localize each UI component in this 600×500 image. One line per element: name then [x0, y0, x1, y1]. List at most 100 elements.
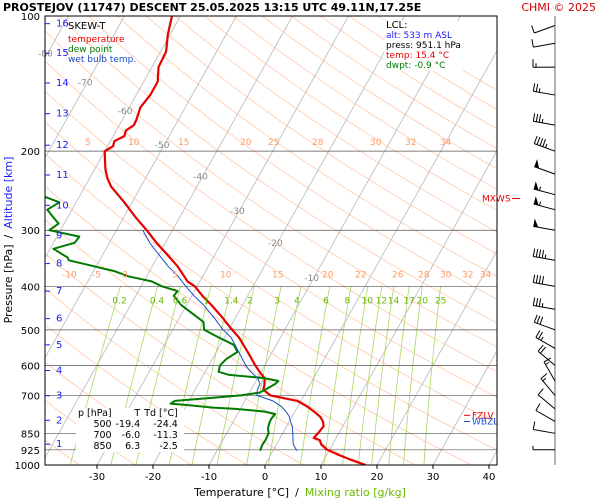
barb-feather: [531, 39, 534, 48]
barb-staff: [533, 90, 556, 96]
barb-feather: [542, 139, 546, 147]
background-lines: [0, 16, 497, 465]
isotherm-label: -80: [38, 50, 53, 60]
isotherm-label: -30: [230, 207, 245, 217]
theta-label: 34: [480, 270, 492, 280]
dry-adiabat-line: [319, 16, 497, 130]
isotherm-line: [264, 49, 497, 465]
table-cell: 700: [93, 430, 112, 441]
mixing-ratio-line: [268, 286, 302, 465]
mixing-ratio-line: [191, 286, 232, 465]
table-header-cell: T: [134, 408, 141, 419]
barb-feather: [532, 83, 536, 92]
altitude-tick-label: 8: [56, 259, 62, 270]
isotherm-line: [45, 16, 125, 159]
isotherm-line: [488, 449, 497, 465]
dry-adiabat-line: [45, 60, 497, 373]
wind-barb: [534, 159, 556, 175]
wind-barbs: [531, 16, 556, 465]
mixing-ratio-line: [371, 286, 395, 465]
barb-staff: [533, 282, 556, 287]
barb-pennant: [533, 196, 539, 206]
isotherm-line: [45, 16, 293, 459]
barb-staff: [533, 188, 556, 196]
legend: SKEW-T temperature dew point wet bulb te…: [68, 21, 136, 66]
barb-staff: [534, 25, 556, 34]
barb-pennant: [534, 159, 539, 169]
dry-adiabat-line: [145, 16, 497, 255]
table-cell: -11.3: [153, 430, 178, 441]
wind-barb: [533, 196, 556, 211]
x-tick-label: -20: [145, 472, 161, 483]
barb-feather: [541, 276, 545, 285]
isotherm-label: -20: [268, 239, 283, 249]
lcl-pressure: press: 951.1 hPa: [386, 41, 461, 51]
altitude-tick-label: 4: [56, 366, 62, 377]
wind-barb: [537, 344, 556, 366]
barb-feather: [537, 388, 544, 396]
mixing-ratio-label: 8: [345, 296, 351, 306]
dry-adiabat-line: [348, 16, 497, 110]
isotherm-line: [0, 16, 12, 465]
theta-label: 20: [240, 138, 252, 148]
altitude-tick-label: 16: [56, 19, 69, 30]
theta-label: 15: [272, 270, 283, 280]
plot-frame: [44, 15, 498, 466]
isotherm-line: [45, 16, 181, 259]
theta-label: 10: [220, 270, 232, 280]
table-cell: -19.4: [115, 419, 141, 430]
dry-adiabat-line: [290, 16, 497, 150]
wind-barb: [532, 421, 556, 434]
barb-staff: [533, 42, 556, 48]
mixing-ratio-label: 6: [323, 296, 329, 306]
theta-label: 5: [172, 270, 178, 280]
isotherm-line: [432, 349, 497, 465]
barb-staff: [535, 410, 556, 422]
copyright-label: CHMI © 2025: [521, 1, 596, 14]
barb-staff: [533, 256, 556, 261]
x-tick-label: -10: [201, 472, 217, 483]
barb-feather: [541, 250, 545, 259]
pressure-tick-label: 100: [21, 12, 40, 23]
pressure-tick-label: 850: [21, 429, 40, 440]
mixing-ratio-label: 20: [417, 296, 429, 306]
legend-heading: SKEW-T: [68, 21, 106, 32]
pressure-tick-label: 1000: [15, 461, 40, 472]
isotherm-label: -10: [304, 274, 319, 284]
y-axis-label: Pressure [hPa]/Altitude [km]: [2, 157, 15, 324]
barb-feather: [538, 249, 542, 258]
theta-label: 25: [268, 138, 279, 148]
barb-feather: [535, 249, 539, 258]
barb-feather: [532, 297, 536, 306]
theta-label: -10: [62, 270, 77, 280]
barb-feather: [537, 344, 544, 352]
profiles: [45, 16, 367, 465]
table-header-cell: Td [°C]: [144, 408, 178, 419]
barb-feather: [543, 357, 552, 363]
theta-label: 28: [418, 270, 430, 280]
altitude-tick-label: 2: [56, 415, 62, 426]
theta-label: 15: [178, 138, 189, 148]
wind-barb: [540, 373, 556, 396]
mixing-ratio-label: 3: [274, 296, 280, 306]
mixing-ratio-label: 0.6: [173, 296, 188, 306]
barb-feather: [535, 330, 541, 338]
dew-point-line: [45, 195, 280, 452]
barb-half-feather: [541, 118, 544, 123]
barb-half-feather: [538, 88, 541, 93]
lcl-heading: LCL:: [386, 20, 408, 31]
altitude-tick-label: 7: [56, 286, 62, 297]
theta-label: 26: [392, 270, 404, 280]
barb-half-feather: [544, 254, 547, 259]
wbzl-marker: WBZL: [472, 417, 498, 427]
wind-barb: [533, 181, 556, 196]
barb-feather: [533, 135, 538, 144]
isotherm-line: [320, 149, 497, 465]
pressure-tick-label: 500: [21, 326, 40, 337]
mixing-ratio-label: 10: [361, 296, 373, 306]
temperature-axis: -30 -20 -10 0 10 20 30 40: [89, 465, 495, 483]
lcl-temperature: temp: 15.4 °C: [386, 51, 450, 61]
theta-label: 34: [440, 138, 452, 148]
barb-feather: [539, 316, 544, 325]
